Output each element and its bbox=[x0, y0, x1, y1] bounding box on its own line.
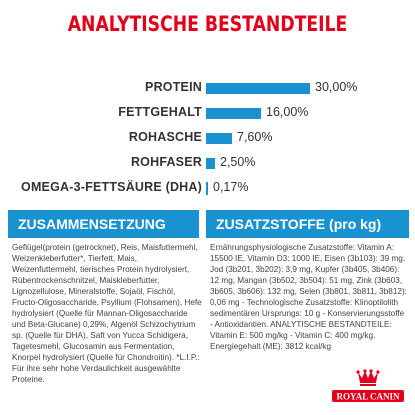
page-title: ANALYTISCHE BESTANDTEILE bbox=[67, 12, 348, 36]
nutrient-row-omega3-dha: OMEGA-3-FETTSÄURE (DHA) 0,17% bbox=[0, 178, 415, 200]
nutrient-value: 2,50% bbox=[220, 155, 256, 169]
nutrient-row-rohfaser: ROHFASER 2,50% bbox=[0, 153, 415, 175]
nutrient-value: 7,60% bbox=[237, 130, 273, 144]
nutrient-row-fettgehalt: FETTGEHALT 16,00% bbox=[0, 103, 415, 125]
composition-text: Geflügel(protein (getrocknet), Reis, Mai… bbox=[12, 243, 202, 384]
nutrient-bar bbox=[206, 108, 261, 119]
nutrient-bar bbox=[206, 133, 232, 144]
nutrient-bar-list: PROTEIN 30,00% FETTGEHALT 16,00% ROHASCH… bbox=[0, 78, 415, 198]
nutrient-label: ROHFASER bbox=[130, 155, 202, 169]
nutrient-label: ROHASCHE bbox=[128, 130, 202, 144]
additives-text: Ernährungsphysiologische Zusatzstoffe: V… bbox=[210, 243, 407, 351]
nutrient-bar bbox=[206, 83, 310, 94]
nutrient-label: OMEGA-3-FETTSÄURE (DHA) bbox=[21, 180, 202, 194]
nutrient-row-protein: PROTEIN 30,00% bbox=[0, 78, 415, 100]
composition-heading: ZUSAMMENSETZUNG bbox=[8, 210, 199, 238]
nutrient-row-rohasche: ROHASCHE 7,60% bbox=[0, 128, 415, 150]
nutrient-label: PROTEIN bbox=[145, 80, 202, 94]
nutrient-value: 0,17% bbox=[213, 180, 249, 194]
additives-heading: ZUSATZSTOFFE (pro kg) bbox=[206, 210, 409, 238]
nutrient-bar bbox=[206, 158, 215, 169]
nutrient-value: 30,00% bbox=[315, 80, 358, 94]
nutrient-value: 16,00% bbox=[266, 105, 309, 119]
logo-wordmark: ROYAL CANIN bbox=[337, 392, 400, 402]
nutrient-label: FETTGEHALT bbox=[118, 105, 202, 119]
royal-canin-logo: ROYAL CANIN bbox=[332, 369, 404, 402]
nutrient-bar bbox=[206, 182, 208, 195]
